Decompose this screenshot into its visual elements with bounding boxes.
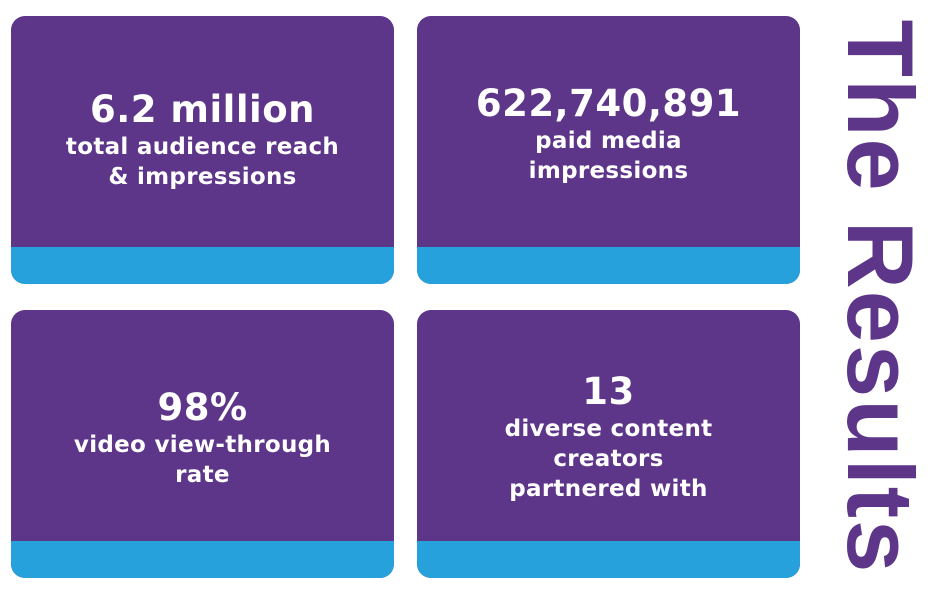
stat-description: diverse content creators partnered with [504,416,713,502]
stat-value: 98% [157,386,248,429]
stat-card-view-through-rate: 98% video view-through rate [11,310,394,578]
stat-card-paid-impressions: 622,740,891 paid media impressions [417,16,800,284]
page-title: The Results [828,19,933,575]
stat-value: 13 [582,370,635,413]
card-accent-band [417,247,800,284]
card-accent-band [11,541,394,578]
stat-value: 622,740,891 [475,82,742,125]
stat-value: 6.2 million [90,88,315,131]
stat-description: total audience reach & impressions [65,134,340,190]
stat-card-content: 98% video view-through rate [11,386,394,490]
card-accent-band [417,541,800,578]
stat-description: paid media impressions [528,128,689,184]
stat-card-content: 13 diverse content creators partnered wi… [417,370,800,504]
card-accent-band [11,247,394,284]
stat-description: video view-through rate [73,432,332,488]
stat-card-content-creators: 13 diverse content creators partnered wi… [417,310,800,578]
stat-card-content: 6.2 million total audience reach & impre… [11,88,394,192]
stat-card-content: 622,740,891 paid media impressions [417,82,800,186]
stat-card-audience-reach: 6.2 million total audience reach & impre… [11,16,394,284]
